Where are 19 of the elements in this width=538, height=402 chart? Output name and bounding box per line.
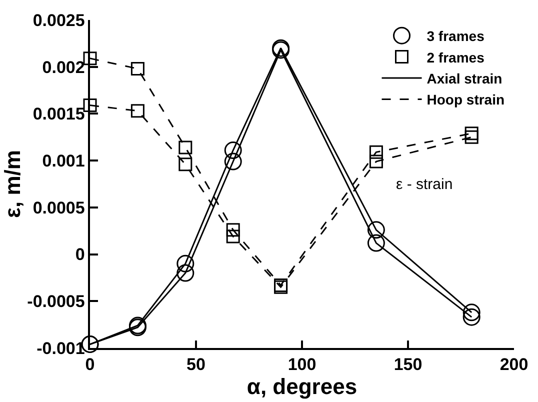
y-tick-label: 0.002 xyxy=(42,58,85,77)
y-tick-label: 0 xyxy=(75,245,85,264)
legend-label: 3 frames xyxy=(426,28,485,44)
y-tick-label: 0.0025 xyxy=(32,10,85,30)
x-axis-title: α, degrees xyxy=(246,374,358,400)
x-tick-label: 100 xyxy=(288,355,316,374)
y-axis-title: ε, m/m xyxy=(0,150,25,218)
y-tick-label: 0.001 xyxy=(42,152,85,171)
x-tick-label: 150 xyxy=(394,355,422,374)
legend-label: 2 frames xyxy=(426,49,485,66)
legend-label: Hoop strain xyxy=(426,92,505,108)
y-tick-label: 0.0005 xyxy=(32,198,85,218)
legend-label: Axial strain xyxy=(426,70,502,86)
x-tick-label: 50 xyxy=(186,355,206,374)
y-tick-label: -0.001 xyxy=(36,338,85,358)
annotation: ε - strain xyxy=(396,176,453,193)
y-tick-label: 0.0015 xyxy=(32,104,85,124)
x-tick-label: 200 xyxy=(500,355,528,374)
y-tick-label: -0.0005 xyxy=(27,292,85,312)
